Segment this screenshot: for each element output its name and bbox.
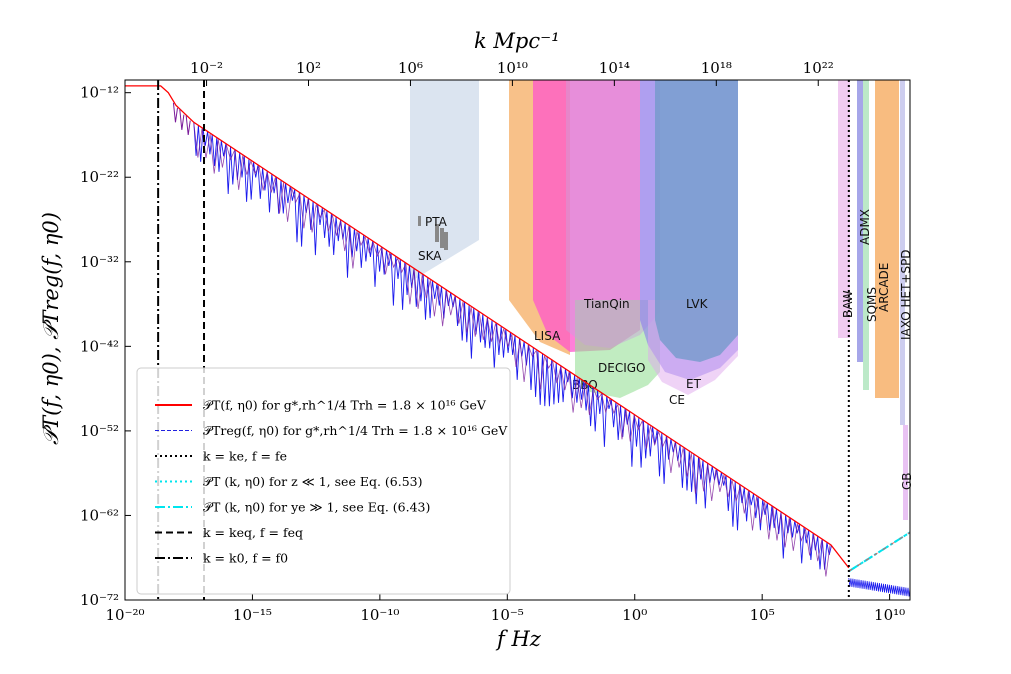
top-x-tick-label: 10¹⁴ bbox=[599, 59, 630, 77]
y-tick-label: 10⁻⁷² bbox=[80, 591, 119, 609]
spectrum-line bbox=[125, 85, 850, 569]
red-continuation-line bbox=[848, 532, 911, 572]
y-tick-label: 10⁻⁶² bbox=[80, 506, 119, 524]
top-x-tick-label: 10² bbox=[296, 59, 321, 77]
detector-label-sqms: SQMS bbox=[865, 287, 879, 322]
arcade-region bbox=[875, 80, 899, 398]
detector-label-ska: SKA bbox=[418, 249, 442, 263]
detector-label-decigo: DECIGO bbox=[598, 361, 645, 375]
reg-tail-line bbox=[848, 577, 911, 597]
spectrum-oscillation-line bbox=[193, 123, 831, 577]
legend: 𝒫T(f, η0) for g*,rh^1/4 Trh = 1.8 × 10¹⁶… bbox=[136, 367, 511, 595]
early-oscillation bbox=[172, 102, 178, 123]
top-x-tick-label: 10¹⁰ bbox=[497, 59, 528, 77]
y-axis-label: 𝒫T(f, η0), 𝒫Treg(f, η0) bbox=[39, 212, 63, 445]
x-tick-label: 10¹⁰ bbox=[874, 606, 905, 624]
detector-label-pta: PTA bbox=[425, 215, 448, 229]
detector-label-iaxo: IAXO HET+SPD bbox=[899, 249, 913, 340]
x-axis-label: f Hz bbox=[495, 627, 542, 651]
x-tick-label: 10⁻⁵ bbox=[491, 606, 524, 624]
detector-label-lvk: LVK bbox=[686, 297, 709, 311]
legend-label: 𝒫Treg(f, η0) for g*,rh^1/4 Trh = 1.8 × 1… bbox=[203, 423, 508, 438]
legend-label: 𝒫T(f, η0) for g*,rh^1/4 Trh = 1.8 × 10¹⁶… bbox=[203, 398, 487, 413]
bbo-region bbox=[566, 80, 660, 348]
x-tick-label: 10⁻¹⁰ bbox=[360, 606, 399, 624]
top-x-tick-label: 10⁶ bbox=[398, 59, 423, 77]
legend-label: k = keq, f = feq bbox=[203, 525, 303, 540]
gb-region bbox=[903, 425, 908, 520]
detector-label-tianqin: TianQin bbox=[583, 297, 630, 311]
top-x-tick-label: 10²² bbox=[803, 59, 834, 77]
tianqin-region bbox=[533, 80, 640, 352]
top-x-tick-label: 10⁻² bbox=[190, 59, 223, 77]
x-tick-label: 10⁻²⁰ bbox=[105, 606, 144, 624]
detector-label-gb: GB bbox=[900, 472, 914, 490]
lvk-region bbox=[655, 80, 738, 362]
reg-spectrum-line bbox=[193, 122, 832, 570]
detector-label-admx: ADMX bbox=[858, 209, 872, 245]
x-tick-label: 10⁰ bbox=[622, 606, 647, 624]
y-tick-label: 10⁻²² bbox=[80, 168, 119, 186]
x-tick-label: 10⁵ bbox=[750, 606, 775, 624]
y-tick-label: 10⁻⁵² bbox=[80, 422, 119, 440]
decigo-region bbox=[575, 300, 660, 398]
legend-label: k = ke, f = fe bbox=[203, 449, 287, 464]
legend-label: k = k0, f = f0 bbox=[203, 551, 288, 566]
baw-region bbox=[838, 80, 850, 338]
iaxo-region bbox=[900, 80, 905, 425]
detector-label-arcade: ARCADE bbox=[877, 263, 891, 312]
detector-label-et: ET bbox=[686, 377, 702, 391]
plot-frame bbox=[124, 79, 911, 601]
x-tick-label: 10⁻¹⁵ bbox=[233, 606, 272, 624]
legend-box bbox=[136, 367, 511, 595]
sqms-region bbox=[863, 80, 869, 390]
early-oscillation bbox=[179, 109, 185, 130]
legend-label: 𝒫T (k, η0) for z ≪ 1, see Eq. (6.53) bbox=[203, 474, 422, 489]
detector-label-baw: BAW bbox=[841, 290, 855, 318]
y-tick-label: 10⁻⁴² bbox=[80, 337, 119, 355]
top-x-axis-label: k Mpc⁻¹ bbox=[474, 29, 560, 53]
pta-marker bbox=[418, 216, 448, 250]
admx-region bbox=[857, 80, 863, 362]
detector-label-lisa: LISA bbox=[534, 329, 561, 343]
top-x-tick-label: 10¹⁸ bbox=[701, 59, 732, 77]
axes: 10⁻²⁰ 10⁻¹⁵ 10⁻¹⁰ 10⁻⁵ 10⁰ 10⁵ 10¹⁰ 10⁻¹² 10⁻²² 1… bbox=[80, 59, 905, 624]
ska-region bbox=[410, 80, 479, 282]
detector-regions bbox=[410, 80, 908, 520]
y-tick-label: 10⁻¹² bbox=[80, 84, 119, 102]
early-oscillation bbox=[185, 115, 191, 136]
legend-label: 𝒫T (k, η0) for ye ≫ 1, see Eq. (6.43) bbox=[203, 500, 430, 515]
legend-items: 𝒫T(f, η0) for g*,rh^1/4 Trh = 1.8 × 10¹⁶… bbox=[155, 398, 508, 566]
y-tick-label: 10⁻³² bbox=[80, 253, 119, 271]
detector-label-ce: CE bbox=[669, 393, 685, 407]
